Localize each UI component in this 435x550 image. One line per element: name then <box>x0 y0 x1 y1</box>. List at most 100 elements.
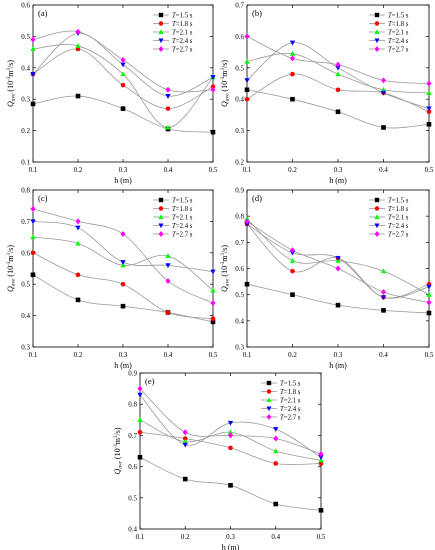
data-point-s2 <box>244 58 250 64</box>
y-axis-label-part: (10 <box>6 266 15 277</box>
legend-label-var: T <box>388 38 393 45</box>
x-tick-label: 0.4 <box>379 351 388 359</box>
x-tick-label: 0.3 <box>119 166 128 174</box>
y-axis-label-part: Q <box>113 469 122 475</box>
y-tick-label: 0.5 <box>128 494 137 502</box>
data-point-s3 <box>289 40 296 46</box>
legend-marker <box>266 397 272 402</box>
data-point-s2 <box>210 287 216 293</box>
legend-label-rest: =2.1 s <box>284 398 301 405</box>
data-point-s0 <box>120 106 126 111</box>
y-axis-label-part: -3 <box>7 76 12 81</box>
data-point-s2 <box>227 429 234 435</box>
series-curve-0 <box>32 95 214 133</box>
legend-label-rest: =2.1 s <box>392 30 409 37</box>
x-tick-label: 0.5 <box>317 533 326 541</box>
y-axis-label-part: m <box>220 255 229 262</box>
x-tick-label: 0.2 <box>181 533 190 541</box>
data-point-s2 <box>137 417 143 422</box>
data-point-s3 <box>426 106 432 112</box>
legend-label: T=2.7 s <box>388 47 409 54</box>
data-point-s4 <box>380 77 387 84</box>
data-point-s0 <box>381 125 386 130</box>
y-axis-label-part: 3 <box>221 68 226 71</box>
data-point-s0 <box>426 122 432 127</box>
data-point-s0 <box>75 297 81 303</box>
x-tick-label: 0.2 <box>74 351 83 359</box>
y-axis-label-part: ave <box>118 461 124 469</box>
legend-label: T=1.5 s <box>388 198 409 205</box>
data-point-s1 <box>137 429 143 435</box>
y-axis-label-part: (10 <box>6 81 15 92</box>
data-point-s4 <box>380 289 387 296</box>
legend-marker <box>266 389 272 394</box>
y-axis-label: Qave(10-3m3/s) <box>6 60 17 107</box>
x-axis-label: h (m) <box>114 361 132 370</box>
y-tick-label: 0.7 <box>128 432 137 440</box>
y-tick-label: 0.4 <box>235 317 244 325</box>
data-point-s4 <box>137 385 143 392</box>
panel-title: (e) <box>145 376 155 386</box>
legend-label-var: T <box>388 30 393 37</box>
y-axis-label-part: Q <box>220 286 229 292</box>
y-tick-label: 0.3 <box>21 344 30 352</box>
x-tick-label: 0.1 <box>243 166 252 174</box>
series-curve-0 <box>32 274 214 323</box>
data-point-s1 <box>30 250 36 256</box>
legend-label: T=2.1 s <box>280 398 301 405</box>
data-point-s4 <box>30 205 36 212</box>
x-axis-label: h (m) <box>329 176 347 185</box>
data-point-s4 <box>289 55 296 62</box>
x-tick-label: 0.3 <box>334 166 343 174</box>
data-point-s1 <box>165 106 171 111</box>
legend-label: T=2.7 s <box>280 415 301 422</box>
legend-label-var: T <box>172 21 177 28</box>
legend-label: T=2.4 s <box>172 223 193 230</box>
data-point-s4 <box>120 230 126 237</box>
legend-label: T=2.4 s <box>388 223 409 230</box>
legend-marker <box>374 231 380 237</box>
y-axis-label-part: /s) <box>220 60 229 68</box>
x-tick-label: 0.3 <box>334 351 343 359</box>
y-tick-label: 0.6 <box>235 265 244 273</box>
x-tick-label: 0.1 <box>136 533 145 541</box>
legend-label: T=1.8 s <box>172 21 193 28</box>
y-axis-label-part: Q <box>220 101 229 107</box>
legend-marker <box>266 406 272 412</box>
y-axis-label: Qave(10-3m3/s) <box>6 245 17 292</box>
data-point-s0 <box>120 303 126 309</box>
data-point-s2 <box>335 71 341 77</box>
data-point-s4 <box>120 56 126 63</box>
y-axis-label-part: m <box>220 70 229 77</box>
x-tick-label: 0.5 <box>425 351 434 359</box>
data-point-s3 <box>30 219 36 225</box>
panel-title: (d) <box>252 193 262 203</box>
legend-label-rest: =2.1 s <box>176 30 193 37</box>
data-point-s0 <box>182 476 188 482</box>
data-point-s4 <box>182 429 188 436</box>
legend-label-rest: =2.7 s <box>284 415 301 422</box>
legend-marker <box>158 223 164 229</box>
x-tick-label: 0.4 <box>379 166 388 174</box>
legend-label-rest: =1.8 s <box>392 21 409 28</box>
data-point-s0 <box>335 302 341 308</box>
data-point-s2 <box>182 438 188 444</box>
legend-label-var: T <box>388 198 393 205</box>
x-tick-label: 0.1 <box>29 166 38 174</box>
panel-c: 0.1 0.2 0.3 0.4 0.5 0.3 0.4 0.5 0.6 0.7 0.8 h (m) Qa… <box>6 187 218 371</box>
data-point-s4 <box>318 451 324 458</box>
data-point-s1 <box>75 272 81 278</box>
legend-marker <box>158 206 164 211</box>
panel-a: 0.1 0.2 0.3 0.4 0.5 0.1 0.2 0.3 0.4 0.5 0.6 h (m) Qa… <box>6 2 218 186</box>
y-axis-label-part: -3 <box>114 444 119 449</box>
legend-label-rest: =2.4 s <box>176 223 193 230</box>
data-point-s0 <box>30 101 36 107</box>
data-point-s1 <box>290 268 295 274</box>
y-axis-label-part: m <box>6 70 15 77</box>
y-axis-label-part: -3 <box>221 261 226 266</box>
legend-label: T=2.7 s <box>388 232 409 239</box>
data-point-s2 <box>426 90 432 95</box>
legend-marker <box>158 197 164 203</box>
legend-label-var: T <box>388 47 393 54</box>
